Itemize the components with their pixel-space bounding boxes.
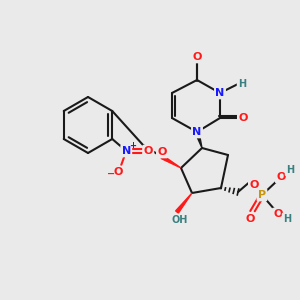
Text: O: O [144, 146, 153, 156]
Text: +: + [129, 142, 136, 151]
Text: O: O [276, 172, 286, 182]
Text: N: N [192, 127, 202, 137]
Text: P: P [258, 190, 266, 200]
Text: N: N [215, 88, 225, 98]
Polygon shape [176, 193, 192, 213]
Polygon shape [195, 131, 202, 148]
Text: −: − [107, 169, 115, 179]
Text: O: O [245, 214, 255, 224]
Text: H: H [286, 165, 294, 175]
Text: O: O [114, 167, 123, 177]
Text: H: H [283, 214, 291, 224]
Text: O: O [249, 180, 259, 190]
Polygon shape [161, 155, 181, 168]
Text: H: H [238, 79, 246, 89]
Text: O: O [273, 209, 283, 219]
Text: O: O [157, 147, 167, 157]
Text: OH: OH [172, 215, 188, 225]
Text: O: O [238, 113, 248, 123]
Text: N: N [122, 146, 131, 156]
Text: O: O [192, 52, 202, 62]
